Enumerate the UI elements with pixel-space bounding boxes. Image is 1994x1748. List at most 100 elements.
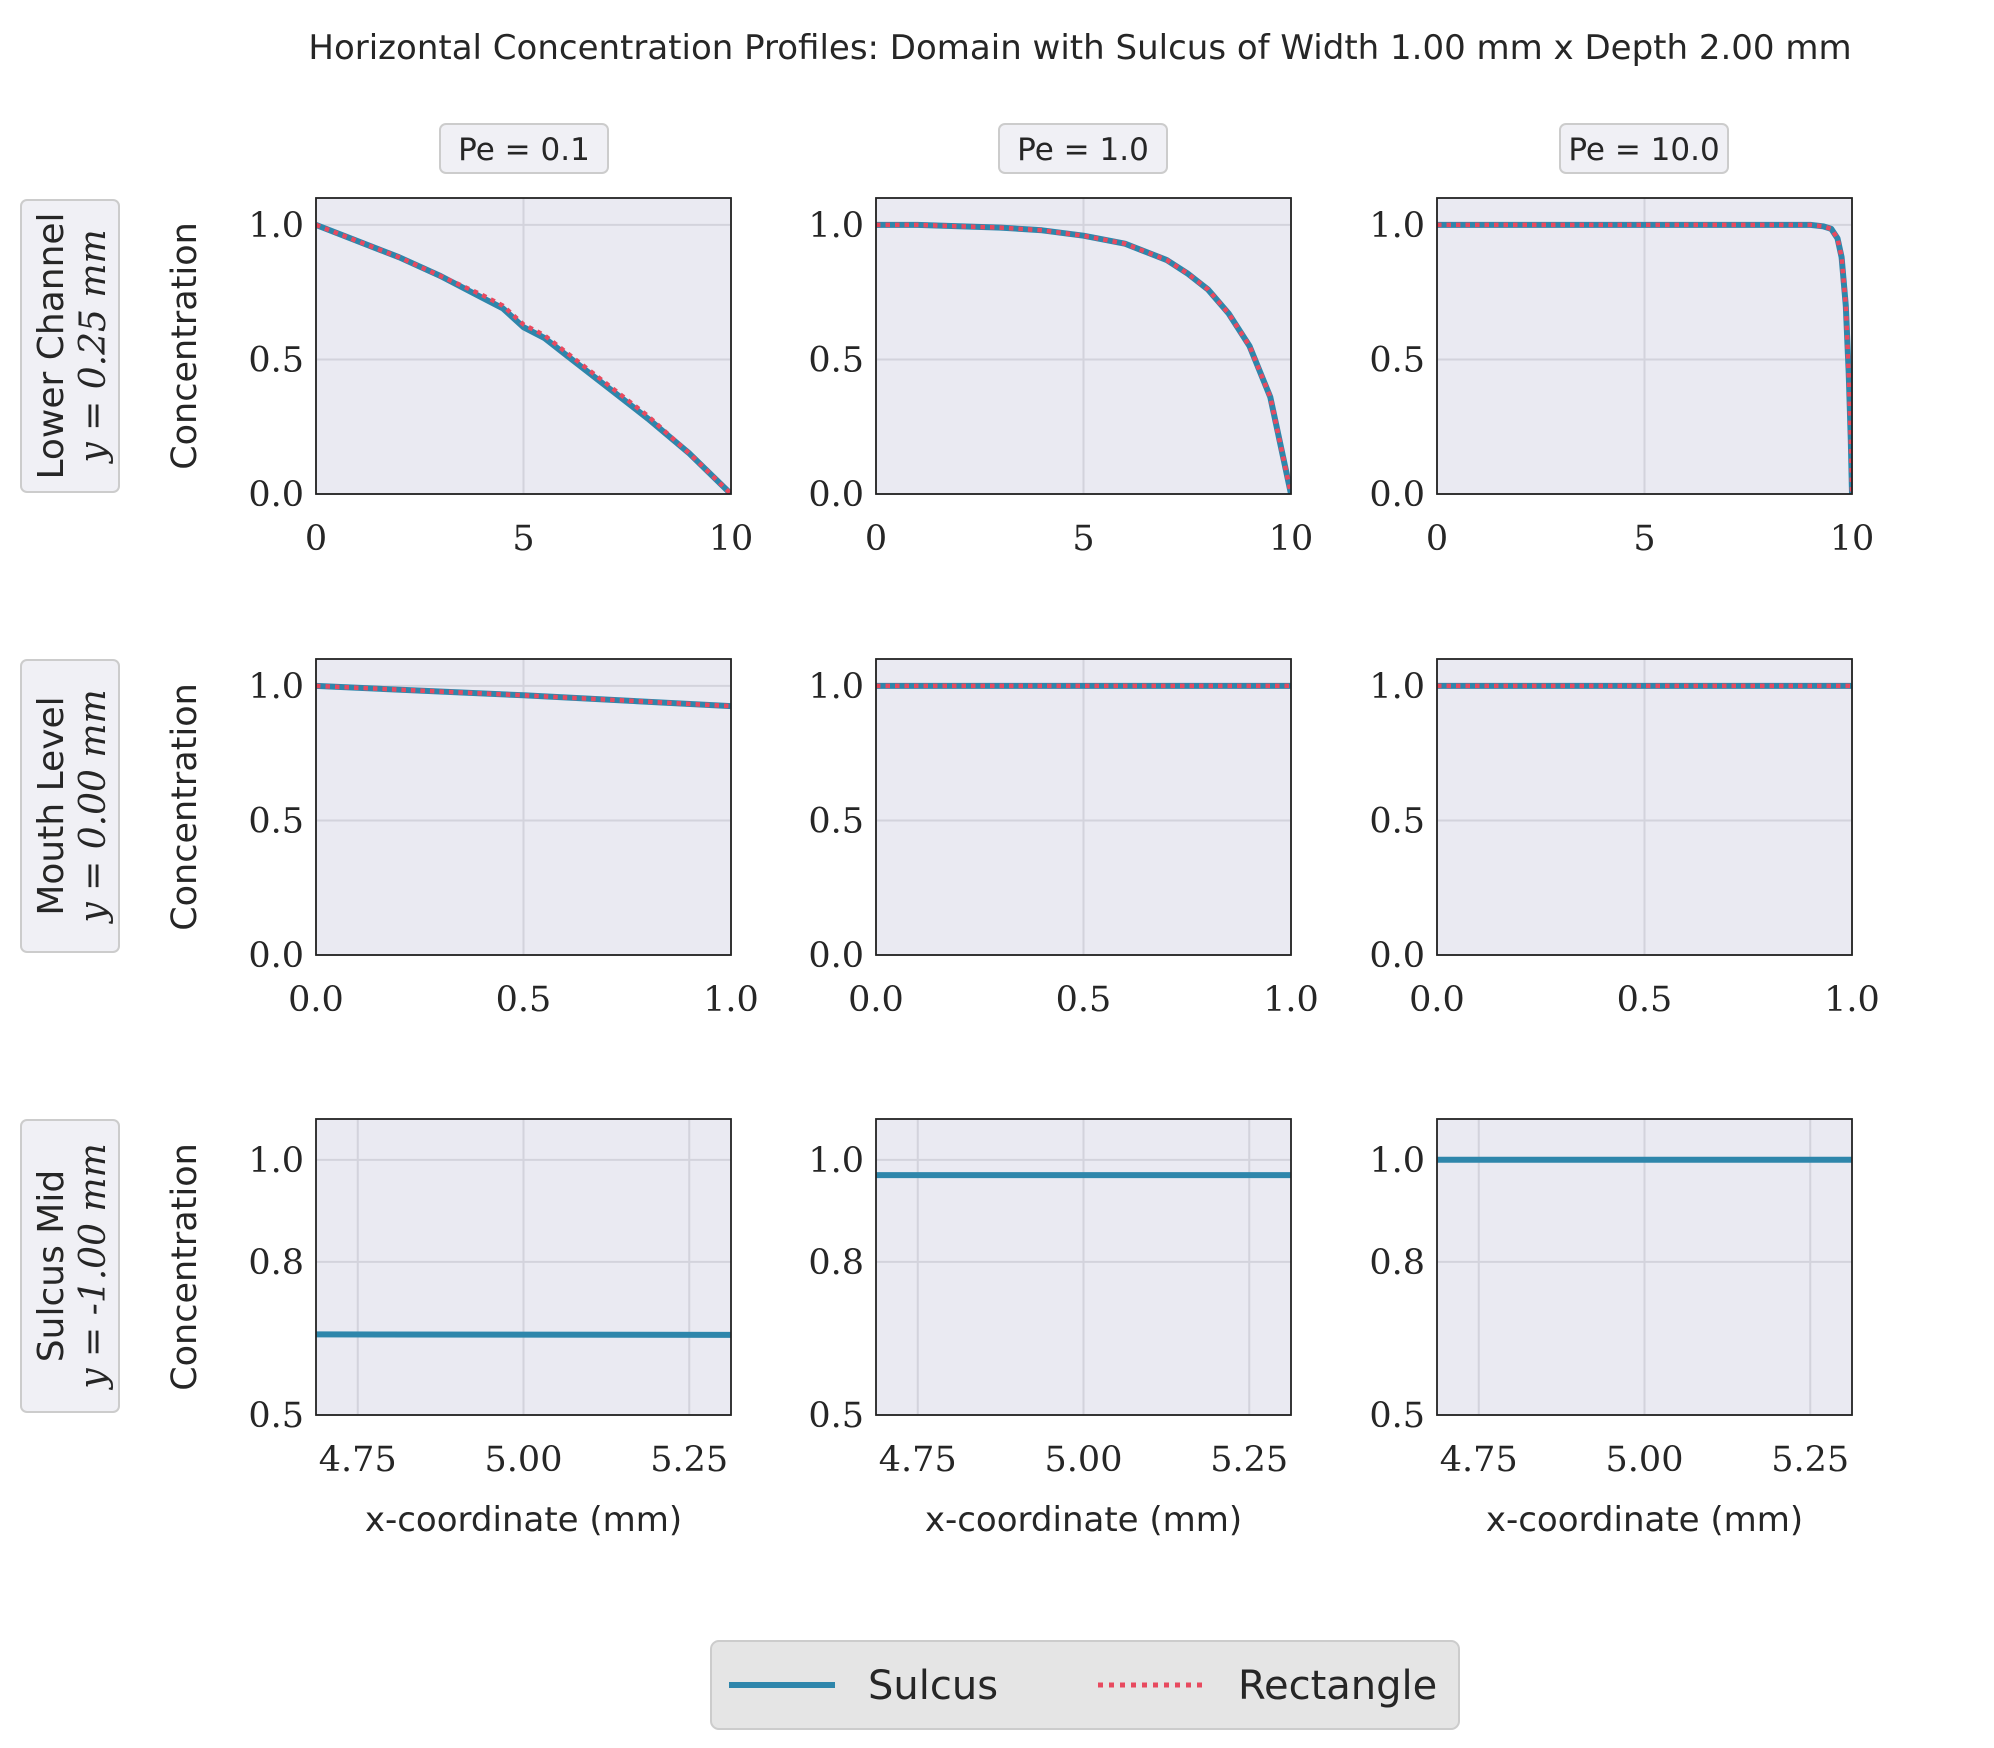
column-header-box xyxy=(998,123,1168,174)
plot-frame xyxy=(875,197,1292,495)
legend: Sulcus Rectangle xyxy=(710,1640,1460,1730)
chart-panel: 0 5 10 0.0 0.5 1.0 Concentration xyxy=(165,197,753,559)
plot-frame xyxy=(315,658,732,956)
x-tick-label: 5 xyxy=(512,519,534,559)
series-line-rectangle xyxy=(316,222,731,494)
figure-title: Horizontal Concentration Profiles: Domai… xyxy=(308,28,1851,68)
y-tick-label: 0.5 xyxy=(808,1396,864,1436)
y-tick-label: 0.8 xyxy=(808,1243,864,1283)
x-tick-label: 5.25 xyxy=(1771,1440,1849,1480)
y-tick-label: 0.0 xyxy=(808,936,864,976)
column-header-box xyxy=(439,123,609,174)
x-tick-label: 0 xyxy=(865,519,887,559)
legend-box xyxy=(710,1640,1460,1730)
y-tick-label: 0.5 xyxy=(1369,801,1425,841)
x-tick-label: 5 xyxy=(1633,519,1655,559)
x-axis-label: x-coordinate (mm) xyxy=(925,1500,1242,1540)
y-tick-label: 1.0 xyxy=(808,1141,864,1181)
x-tick-label: 5.00 xyxy=(1606,1440,1684,1480)
y-tick-label: 0.8 xyxy=(248,1243,304,1283)
y-tick-label: 0.0 xyxy=(1369,475,1425,515)
row-header-box xyxy=(20,659,120,953)
x-axis-label: x-coordinate (mm) xyxy=(365,1500,682,1540)
x-tick-label: 0.5 xyxy=(496,980,552,1020)
y-tick-label: 1.0 xyxy=(808,667,864,707)
row-header-line2: y = -1.00 mm xyxy=(73,1143,114,1390)
chart-panel: 0.0 0.5 1.0 0.0 0.5 1.0 xyxy=(808,658,1319,1020)
x-tick-label: 0 xyxy=(1426,519,1448,559)
y-axis-label: Concentration xyxy=(165,1143,205,1391)
y-tick-label: 0.5 xyxy=(248,1396,304,1436)
y-tick-label: 1.0 xyxy=(248,667,304,707)
chart-panel: 0.0 0.5 1.0 0.0 0.5 1.0 Concentration xyxy=(165,658,759,1020)
y-axis-label: Concentration xyxy=(165,683,205,931)
chart-panel: 4.75 5.00 5.25 0.5 0.8 1.0 x-coordinate (mm) xyxy=(1369,1118,1853,1540)
x-tick-label: 5.25 xyxy=(1210,1440,1288,1480)
x-tick-label: 0 xyxy=(305,519,327,559)
x-tick-label: 5 xyxy=(1072,519,1094,559)
y-tick-label: 0.5 xyxy=(808,801,864,841)
column-header: Pe = 1.0 xyxy=(998,123,1168,174)
plot-frame xyxy=(875,1118,1292,1416)
y-tick-label: 0.5 xyxy=(1369,1396,1425,1436)
y-tick-label: 1.0 xyxy=(808,206,864,246)
x-tick-label: 10 xyxy=(1830,519,1875,559)
series-line-rectangle xyxy=(316,683,731,709)
plot-frame xyxy=(875,658,1292,956)
y-tick-label: 0.5 xyxy=(248,340,304,380)
row-header-box xyxy=(20,1119,120,1413)
chart-panel: 0 5 10 0.0 0.5 1.0 xyxy=(1369,197,1875,559)
row-header-line1: Mouth Level xyxy=(31,696,72,915)
chart-panel: 0.0 0.5 1.0 0.0 0.5 1.0 xyxy=(1369,658,1880,1020)
column-header-box xyxy=(1559,123,1729,174)
series-line-sulcus xyxy=(316,1331,731,1338)
x-tick-label: 1.0 xyxy=(1263,980,1319,1020)
y-tick-label: 1.0 xyxy=(248,1141,304,1181)
y-tick-label: 0.0 xyxy=(248,936,304,976)
plot-frame xyxy=(1436,1118,1853,1416)
x-tick-label: 1.0 xyxy=(1824,980,1880,1020)
column-header: Pe = 10.0 xyxy=(1559,123,1729,174)
row-header: Mouth Level y = 0.00 mm xyxy=(20,659,120,953)
plot-frame xyxy=(1436,197,1853,495)
series-line-rectangle xyxy=(1437,222,1852,494)
row-header-line2: y = 0.00 mm xyxy=(73,689,114,924)
legend-label-sulcus: Sulcus xyxy=(868,1663,998,1709)
column-header-label: Pe = 0.1 xyxy=(458,132,590,168)
y-tick-label: 1.0 xyxy=(248,206,304,246)
x-tick-label: 0.0 xyxy=(848,980,904,1020)
row-header-line1: Lower Channel xyxy=(31,212,72,479)
row-header: Sulcus Mid y = -1.00 mm xyxy=(20,1119,120,1413)
x-tick-label: 0.0 xyxy=(288,980,344,1020)
y-tick-label: 0.5 xyxy=(1369,340,1425,380)
x-tick-label: 5.00 xyxy=(1045,1440,1123,1480)
column-header-label: Pe = 10.0 xyxy=(1568,132,1719,168)
chart-panel: 0 5 10 0.0 0.5 1.0 xyxy=(808,197,1314,559)
x-tick-label: 10 xyxy=(1269,519,1314,559)
column-header: Pe = 0.1 xyxy=(439,123,609,174)
y-axis-label: Concentration xyxy=(165,222,205,470)
x-tick-label: 0.5 xyxy=(1056,980,1112,1020)
column-headers: Pe = 0.1 Pe = 1.0 Pe = 10.0 xyxy=(439,123,1729,174)
x-tick-label: 0.0 xyxy=(1409,980,1465,1020)
row-header-box xyxy=(20,199,120,493)
y-tick-label: 0.5 xyxy=(808,340,864,380)
x-tick-label: 4.75 xyxy=(319,1440,397,1480)
chart-panel: 4.75 5.00 5.25 0.5 0.8 1.0 Concentration x-coor… xyxy=(165,1118,732,1540)
x-tick-label: 1.0 xyxy=(703,980,759,1020)
x-tick-label: 5.25 xyxy=(650,1440,728,1480)
y-tick-label: 1.0 xyxy=(1369,667,1425,707)
row-header-line1: Sulcus Mid xyxy=(31,1170,72,1362)
column-header-label: Pe = 1.0 xyxy=(1017,132,1149,168)
y-tick-label: 0.8 xyxy=(1369,1243,1425,1283)
x-tick-label: 0.5 xyxy=(1617,980,1673,1020)
plot-frame xyxy=(315,1118,732,1416)
y-tick-label: 0.0 xyxy=(248,475,304,515)
y-tick-label: 1.0 xyxy=(1369,1141,1425,1181)
x-axis-label: x-coordinate (mm) xyxy=(1486,1500,1803,1540)
x-tick-label: 4.75 xyxy=(1440,1440,1518,1480)
series-line-rectangle xyxy=(876,222,1291,494)
